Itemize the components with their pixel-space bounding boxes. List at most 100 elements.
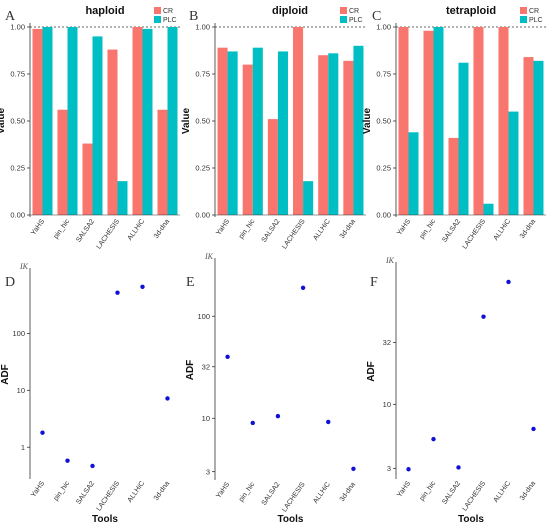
data-point <box>65 458 70 463</box>
x-tick-label: pin_hic <box>419 218 438 241</box>
bar-plc <box>483 203 494 215</box>
x-tick-label: SALSA2 <box>441 218 462 244</box>
bar-plc <box>67 27 78 215</box>
bar-cr <box>523 57 534 215</box>
data-point <box>165 396 170 401</box>
y-tick-label: 0.50 <box>10 117 25 126</box>
chart-title: diploid <box>272 5 308 17</box>
panel-label: B <box>189 9 198 24</box>
x-tick-label: LACHESIS <box>462 480 488 513</box>
y-tick-label: 3 <box>387 464 391 473</box>
bar-plc <box>227 51 238 215</box>
x-tick-label: 3d-dna <box>339 481 357 503</box>
chart-title: tetraploid <box>446 5 496 17</box>
bar-cr <box>57 109 68 215</box>
panel-a: A 0.00 0.25 0.50 0.75 1.00 Value YaHS pin_hic SAL… <box>0 5 180 251</box>
y-axis-title: ADF <box>0 364 11 385</box>
bar-plc <box>167 27 178 215</box>
bar-plc <box>42 27 53 215</box>
y-axis-title: Value <box>181 108 192 135</box>
data-point <box>115 290 120 295</box>
x-tick-label: 3d-dna <box>519 218 537 240</box>
bar-cr <box>448 137 459 215</box>
bar-cr <box>217 47 228 216</box>
legend-label: CR <box>349 8 359 15</box>
panel-label: E <box>186 275 195 290</box>
bar-plc <box>117 181 128 215</box>
bar-cr <box>82 143 93 215</box>
bar-cr <box>318 55 329 216</box>
bar-plc <box>508 111 519 215</box>
data-point <box>275 413 281 419</box>
unit-label: IK <box>19 262 29 271</box>
panel-c: C 0.00 0.25 0.50 0.75 1.00 Value YaHS pin_hic SAL… <box>362 5 546 251</box>
y-tick-label: 100 <box>12 329 25 338</box>
x-tick-label: pin_hic <box>53 480 72 503</box>
x-tick-label: ALLHiC <box>312 481 332 505</box>
data-point <box>225 354 230 360</box>
y-tick-label: 0.25 <box>195 164 210 173</box>
x-tick-label: YaHS <box>396 218 412 237</box>
panel-b: B 0.00 0.25 0.50 0.75 1.00 Value YaHS pin_hic SAL… <box>181 5 366 251</box>
x-tick-label: YaHS <box>396 480 412 499</box>
data-point <box>506 279 511 285</box>
x-tick-label: ALLHiC <box>493 218 513 242</box>
bar-plc <box>252 47 263 216</box>
y-tick-label: 0.50 <box>195 117 210 126</box>
bar-plc <box>303 181 314 215</box>
bar-plc <box>142 28 153 215</box>
bar-cr <box>32 28 43 215</box>
data-point <box>481 314 486 319</box>
bar-cr <box>157 109 168 215</box>
x-tick-label: LACHESIS <box>96 480 122 513</box>
bar-cr <box>293 27 304 215</box>
x-tick-label: YaHS <box>30 218 46 237</box>
legend-swatch <box>154 16 161 23</box>
y-tick-label: 0.00 <box>376 211 391 220</box>
x-tick-label: SALSA2 <box>261 218 282 244</box>
y-tick-label: 1.00 <box>10 23 25 32</box>
x-tick-label: 3d-dna <box>153 480 171 502</box>
data-point <box>40 430 45 435</box>
x-tick-label: pin_hic <box>53 218 72 241</box>
x-axis-title: Tools <box>458 514 484 525</box>
legend: CR PLC <box>340 7 363 24</box>
bar-cr <box>267 119 278 215</box>
y-tick-label: 0.00 <box>10 211 25 220</box>
bar-cr <box>107 49 118 216</box>
y-tick-label: 0.25 <box>376 164 391 173</box>
data-point <box>406 467 411 472</box>
y-tick-label: 1.00 <box>376 23 391 32</box>
x-tick-label: 3d-dna <box>153 218 171 240</box>
x-tick-label: pin_hic <box>238 481 257 504</box>
x-tick-label: YaHS <box>215 218 231 237</box>
y-axis-title: Value <box>362 108 373 135</box>
x-tick-label: ALLHiC <box>493 480 513 504</box>
panel-label: D <box>5 275 15 290</box>
y-tick-label: 3 <box>206 467 210 476</box>
legend-swatch <box>520 16 527 23</box>
x-tick-label: ALLHiC <box>127 480 147 504</box>
bar-plc <box>408 132 419 215</box>
x-tick-label: 3d-dna <box>519 480 537 502</box>
legend-label: CR <box>163 8 173 15</box>
data-point <box>326 419 331 425</box>
legend-swatch <box>340 16 347 23</box>
data-point <box>250 420 255 426</box>
y-axis-title: Value <box>0 108 7 135</box>
x-tick-label: SALSA2 <box>75 480 96 506</box>
x-tick-label: SALSA2 <box>75 218 96 244</box>
bar-cr <box>343 60 354 216</box>
legend: CR PLC <box>154 7 177 24</box>
x-tick-label: YaHS <box>30 480 46 499</box>
bar-cr <box>423 30 434 216</box>
y-tick-label: 10 <box>17 386 25 395</box>
bar-cr <box>473 27 484 215</box>
bar-plc <box>353 45 364 215</box>
bar-plc <box>328 53 339 215</box>
legend-label: PLC <box>529 17 543 24</box>
panel-f: F 3 10 32 ADF YaHS pin_hic SALSA2 LACHESIS ALLHiC… <box>366 256 537 525</box>
y-tick-label: 10 <box>383 400 391 409</box>
panel-d: D 1 10 100 ADF YaHS pin_hic SALSA2 LACHESIS ALLHi… <box>0 262 171 525</box>
y-tick-label: 0.50 <box>376 117 391 126</box>
